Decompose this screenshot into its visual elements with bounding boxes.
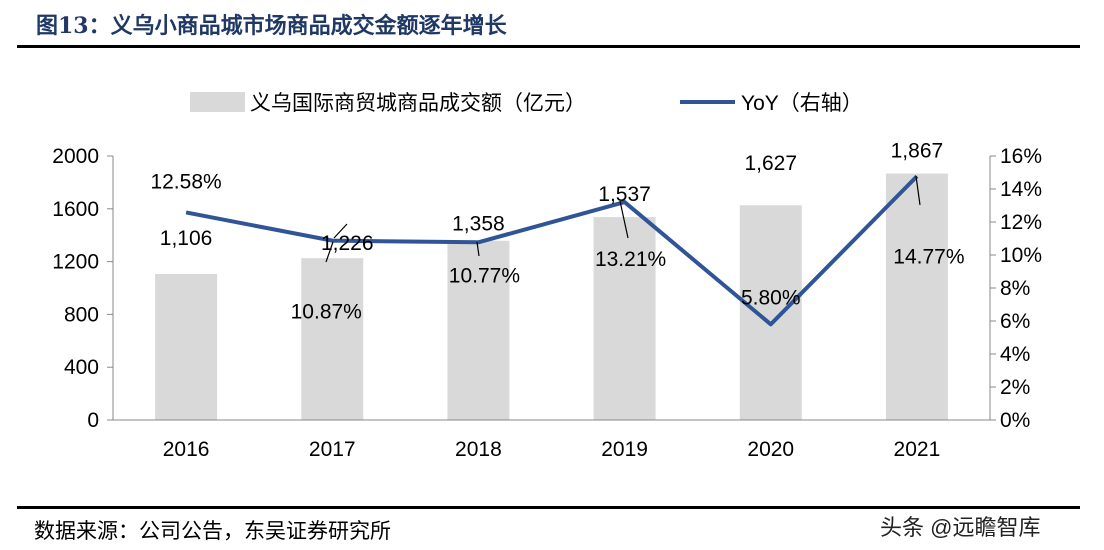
- left-tick-label: 1200: [52, 251, 99, 274]
- right-tick-label: 10%: [1000, 244, 1042, 267]
- leader-line: [619, 200, 629, 239]
- yoy-value-label: 5.80%: [741, 286, 801, 309]
- watermark: 头条 @远瞻智库: [880, 515, 1041, 540]
- x-tick-label: 2017: [309, 438, 356, 461]
- leader-line: [915, 175, 921, 206]
- right-tick-label: 8%: [1000, 277, 1030, 300]
- right-tick-label: 14%: [1000, 178, 1042, 201]
- yoy-value-label: 10.77%: [449, 264, 520, 287]
- right-tick-label: 0%: [1000, 409, 1030, 432]
- bar-value-label: 1,226: [321, 232, 374, 255]
- left-tick-label: 0: [87, 409, 99, 432]
- bar-2019: [593, 217, 656, 420]
- right-tick-label: 16%: [1000, 145, 1042, 168]
- right-tick-label: 2%: [1000, 376, 1030, 399]
- yoy-line: [185, 174, 919, 327]
- bar-value-label: 1,358: [452, 213, 505, 236]
- left-tick-label: 800: [64, 303, 99, 326]
- left-tick-label: 1600: [52, 198, 99, 221]
- bar-value-label: 1,537: [598, 183, 651, 206]
- bar-2021: [885, 173, 948, 420]
- right-tick-label: 12%: [1000, 211, 1042, 234]
- bar-value-label: 1,627: [744, 152, 797, 175]
- bar-2020: [739, 205, 802, 420]
- x-tick-label: 2020: [747, 438, 794, 461]
- right-tick-label: 4%: [1000, 343, 1030, 366]
- figure-title: 图13：义乌小商品城市场商品成交金额逐年增长: [36, 13, 507, 39]
- bar-2016: [155, 274, 218, 420]
- bottom-rule: [17, 506, 1080, 509]
- leader-line: [476, 241, 480, 257]
- legend-bar-label: 义乌国际商贸城商品成交额（亿元）: [250, 92, 586, 115]
- left-tick-label: 2000: [52, 145, 99, 168]
- yoy-value-label: 12.58%: [150, 170, 221, 193]
- bar-2018: [447, 240, 510, 420]
- x-tick-label: 2018: [455, 438, 502, 461]
- bar-value-label: 1,867: [891, 140, 944, 163]
- yoy-value-label: 10.87%: [291, 301, 362, 324]
- right-tick-label: 6%: [1000, 310, 1030, 333]
- x-tick-label: 2016: [163, 438, 210, 461]
- legend-line-label: YoY（右轴）: [741, 92, 863, 115]
- x-tick-label: 2021: [894, 438, 941, 461]
- bar-2017: [301, 258, 364, 420]
- top-rule: [17, 45, 1080, 48]
- leader-line: [333, 223, 348, 239]
- legend-bar-swatch: [190, 92, 245, 112]
- left-tick-label: 400: [64, 356, 99, 379]
- x-tick-label: 2019: [601, 438, 648, 461]
- source-note: 数据来源：公司公告，东吴证券研究所: [34, 519, 391, 543]
- bar-value-label: 1,106: [160, 227, 213, 250]
- yoy-value-label: 13.21%: [595, 248, 666, 271]
- leader-line: [325, 241, 334, 263]
- yoy-value-label: 14.77%: [893, 245, 964, 268]
